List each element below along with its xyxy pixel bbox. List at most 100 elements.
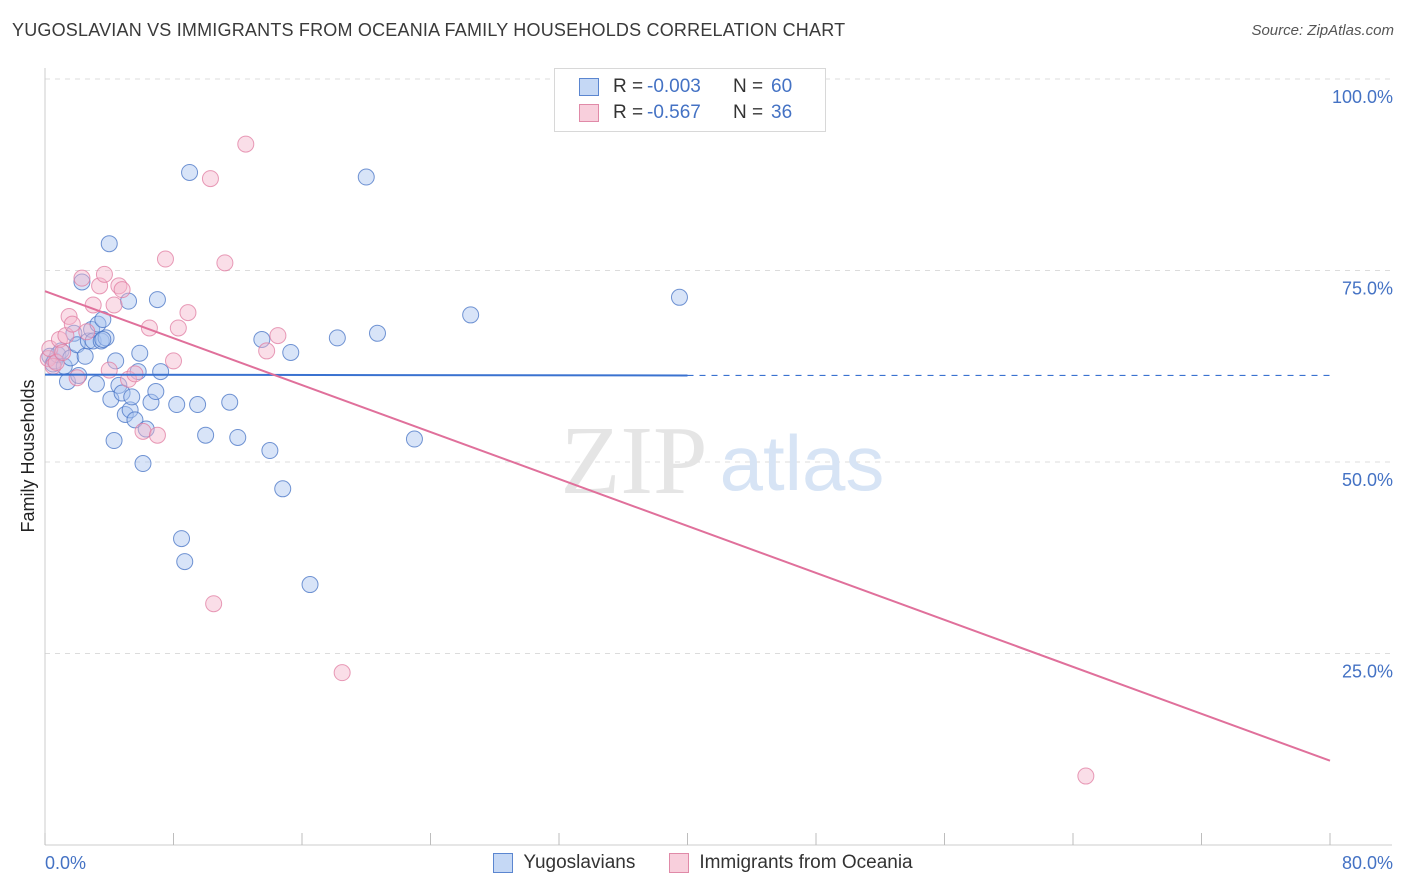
yugoslavian-point (148, 291, 166, 309)
legend-n-label: N = (733, 102, 764, 123)
yugoslavian-point (176, 553, 194, 571)
yugoslavian-point (123, 388, 141, 406)
yugoslavian-point (142, 393, 160, 411)
oceania-point (201, 170, 219, 188)
series-legend-yugoslavians: Yugoslavians (493, 852, 635, 874)
oceania-point (113, 281, 131, 299)
x-tick-label-max: 80.0% (1342, 853, 1393, 873)
yugoslavian-point (100, 235, 118, 253)
oceania-point (68, 369, 86, 387)
oceania-point (105, 296, 123, 314)
series-swatch-pink (669, 853, 690, 873)
oceania-point (134, 422, 152, 440)
yugoslavian-point (261, 442, 279, 460)
watermark-zip: ZIP (561, 407, 708, 515)
yugoslavian-point (189, 396, 207, 414)
legend-r-value: -0.567 (647, 102, 701, 123)
oceania-point (179, 304, 197, 322)
legend-swatch-blue (579, 78, 599, 96)
yugoslavian-point (107, 352, 125, 370)
oceania-point (165, 352, 182, 370)
yugoslavian-point (134, 455, 152, 473)
axes (44, 68, 1392, 846)
legend-r-value: -0.003 (647, 76, 701, 97)
yugoslavian-point (73, 273, 91, 291)
yugoslavian-point (173, 530, 191, 548)
y-tick-label: 75.0% (1342, 279, 1393, 299)
yugoslavian-point (368, 324, 386, 342)
legend-row-yugoslavians: R = -0.003 N = 60 (579, 75, 792, 99)
oceania-point (47, 353, 65, 371)
yugoslavian-point (168, 396, 186, 414)
y-axis-label: Family Households (18, 379, 38, 532)
chart-source: Source: ZipAtlas.com (1251, 22, 1394, 39)
oceania-point (205, 595, 223, 613)
oceania-point (78, 323, 96, 341)
yugoslavian-point (274, 480, 292, 498)
yugoslavian-point (94, 330, 112, 348)
axis-ticks: 100.0% 75.0% 50.0% 25.0% 0.0% 80.0% (44, 87, 1393, 873)
yugoslavian-point (116, 406, 134, 424)
oceania-point (148, 426, 166, 444)
oceania-point (237, 135, 255, 153)
watermark-atlas: atlas (720, 419, 885, 507)
oceania-point (156, 250, 174, 268)
yugoslavian-point (462, 306, 480, 324)
yugoslavian-point (181, 163, 199, 181)
legend-row-oceania: R = -0.567 N = 36 (579, 101, 792, 125)
yugoslavian-point (126, 411, 144, 429)
yugoslavian-point (357, 168, 375, 186)
correlation-legend: R = -0.003 N = 60 R = -0.567 N = 36 (554, 68, 826, 132)
legend-swatch-pink (579, 104, 599, 122)
legend-r-label: R = (613, 76, 644, 97)
oceania-point (1077, 767, 1095, 785)
yugoslavian-point (301, 576, 319, 594)
y-tick-label: 50.0% (1342, 470, 1393, 490)
oceania-point (169, 319, 187, 337)
x-tick-label-min: 0.0% (45, 853, 86, 873)
legend-r-label: R = (613, 102, 644, 123)
yugoslavian-point (229, 428, 247, 446)
oceania-trend-line (44, 290, 1331, 762)
oceania-point (216, 254, 234, 272)
oceania-point (333, 664, 351, 682)
oceania-point (258, 342, 276, 360)
oceania-point (54, 343, 72, 361)
oceania-point (63, 315, 81, 333)
series-legend-oceania: Immigrants from Oceania (669, 852, 913, 874)
y-tick-label: 25.0% (1342, 662, 1393, 682)
legend-n-value: 60 (771, 76, 793, 97)
grid-lines (45, 78, 1392, 654)
watermark: ZIP atlas (561, 407, 885, 515)
yugoslavian-point (328, 329, 346, 347)
yugoslavians-trend-line (44, 373, 688, 377)
yugoslavian-point (105, 432, 123, 450)
oceania-point (269, 327, 287, 345)
oceania-point (73, 269, 91, 287)
yugoslavian-point (152, 363, 170, 381)
series-label: Yugoslavians (523, 852, 636, 873)
oceania-point (140, 319, 158, 337)
yugoslavian-point (197, 426, 215, 444)
yugoslavian-point (113, 384, 131, 402)
yugoslavian-point (87, 375, 105, 393)
yugoslavian-point (221, 393, 239, 411)
yugoslavian-point (76, 347, 94, 365)
trend-lines (44, 290, 1331, 762)
oceania-points (39, 135, 1095, 785)
yugoslavian-point (282, 343, 300, 361)
yugoslavian-point (670, 288, 688, 306)
yugoslavian-point (147, 383, 165, 401)
series-legend: Yugoslavians Immigrants from Oceania (0, 852, 1406, 874)
y-tick-label: 100.0% (1332, 87, 1393, 107)
yugoslavian-point (121, 401, 139, 419)
oceania-point (95, 265, 113, 283)
legend-n-value: 36 (771, 102, 793, 123)
yugoslavian-point (68, 336, 86, 354)
yugoslavian-point (131, 344, 149, 362)
series-swatch-blue (493, 853, 514, 873)
legend-n-label: N = (733, 76, 764, 97)
chart-title: YUGOSLAVIAN VS IMMIGRANTS FROM OCEANIA F… (12, 20, 846, 40)
yugoslavian-point (405, 430, 423, 448)
